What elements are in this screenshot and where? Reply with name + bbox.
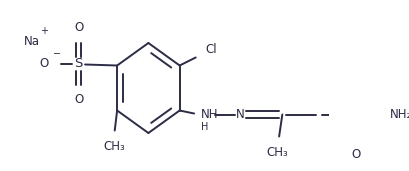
Text: −: −: [53, 49, 61, 58]
Text: O: O: [74, 93, 83, 106]
Text: NH: NH: [200, 108, 218, 121]
Text: Cl: Cl: [205, 43, 216, 56]
Text: S: S: [74, 57, 83, 70]
Text: H: H: [200, 122, 208, 133]
Text: CH₃: CH₃: [266, 146, 288, 159]
Text: N: N: [236, 108, 245, 121]
Text: +: +: [40, 25, 48, 36]
Text: O: O: [39, 57, 48, 70]
Text: Na: Na: [24, 35, 40, 48]
Text: CH₃: CH₃: [103, 140, 124, 153]
Text: NH₂: NH₂: [389, 108, 409, 121]
Text: O: O: [74, 21, 83, 34]
Text: O: O: [351, 148, 360, 161]
